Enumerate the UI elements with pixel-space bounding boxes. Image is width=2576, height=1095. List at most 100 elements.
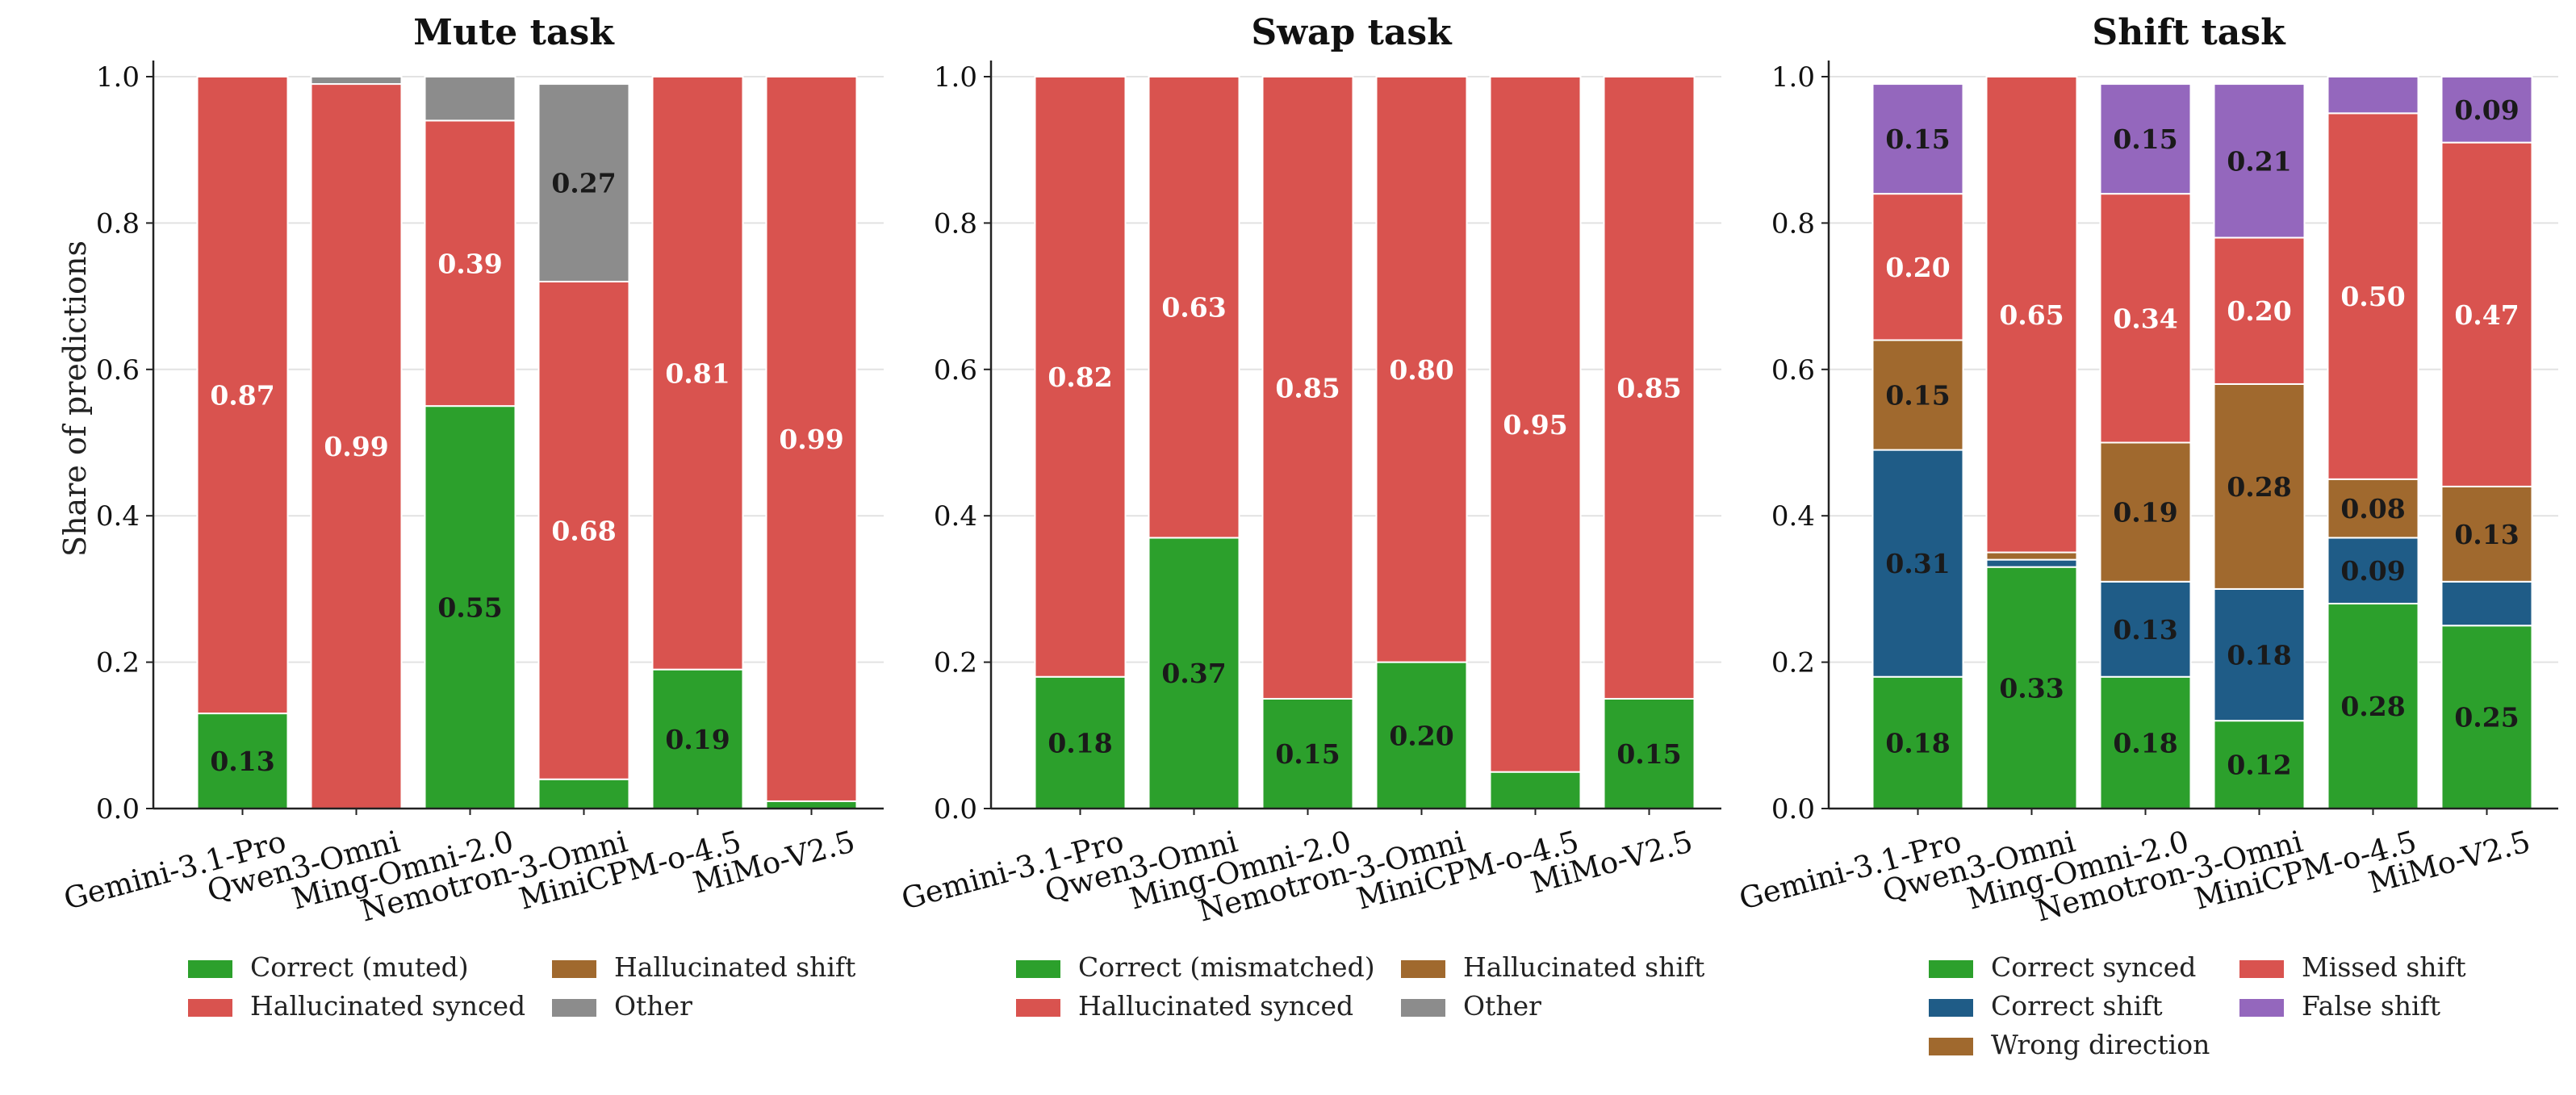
bar-segment (424, 405, 516, 809)
data-label: 0.15 (1275, 738, 1340, 770)
data-label: 0.18 (1885, 727, 1950, 759)
data-label: 0.99 (324, 431, 388, 462)
legend-swatch (1929, 960, 1973, 978)
data-label: 0.47 (2454, 299, 2519, 331)
bar-segment (2213, 720, 2306, 809)
data-label: 0.80 (1389, 354, 1453, 386)
bar-segment (2213, 382, 2306, 590)
data-label: 0.55 (437, 592, 502, 624)
bar-segment (765, 800, 858, 809)
y-tick-label: 1.0 (1771, 61, 1815, 94)
data-label: 0.20 (1885, 252, 1950, 283)
bar-segment (1489, 771, 1582, 810)
data-label: 0.15 (1616, 738, 1681, 770)
data-label: 0.81 (665, 357, 730, 389)
legend-label: Wrong direction (1991, 1029, 2210, 1060)
y-tick-label: 0.6 (1771, 354, 1815, 387)
data-label: 0.37 (1161, 658, 1226, 689)
data-label: 0.95 (1503, 409, 1567, 441)
bar-segment (651, 668, 744, 809)
legend-label: Correct shift (1991, 990, 2163, 1022)
data-label: 0.18 (1048, 727, 1112, 759)
data-label: 0.13 (2113, 614, 2177, 646)
bar-segment (1148, 537, 1240, 809)
data-label: 0.87 (210, 380, 274, 412)
data-label: 0.12 (2227, 750, 2291, 781)
legend-label: Correct (mismatched) (1078, 951, 1375, 983)
legend-swatch (1929, 1038, 1973, 1055)
data-label: 0.09 (2340, 555, 2405, 587)
y-axis-label: Share of predictions (57, 240, 93, 557)
bar-segment (2099, 441, 2192, 583)
bar-segment (537, 83, 630, 282)
y-tick-label: 0.2 (96, 647, 140, 679)
data-label: 0.99 (779, 424, 843, 455)
panel-title: Mute task (413, 12, 615, 53)
y-tick-label: 0.0 (934, 793, 977, 825)
data-label: 0.25 (2454, 702, 2519, 733)
data-label: 0.27 (551, 168, 616, 199)
legend-swatch (1929, 999, 1973, 1017)
data-label: 0.33 (1999, 672, 2064, 704)
data-label: 0.85 (1275, 372, 1340, 403)
bar-segment (2099, 580, 2192, 678)
bar-segment (651, 76, 744, 671)
bar-segment (2440, 580, 2533, 627)
bar-segment (2440, 625, 2533, 809)
data-label: 0.08 (2340, 493, 2405, 525)
bar-segment (537, 778, 630, 809)
bar-segment (1871, 675, 1964, 809)
data-label: 0.13 (210, 746, 274, 777)
bar-segment (2327, 603, 2419, 809)
bar-segment (2327, 478, 2419, 539)
bar-segment (1603, 76, 1696, 700)
bar-segment (765, 76, 858, 802)
data-label: 0.19 (665, 724, 730, 755)
bar-segment (2440, 485, 2533, 583)
legend-label: Correct (muted) (250, 951, 469, 983)
legend-swatch (188, 999, 232, 1017)
legend-label: False shift (2302, 990, 2440, 1022)
bar-segment (1985, 558, 2078, 568)
bar-segment (537, 280, 630, 780)
legend-label: Other (614, 990, 692, 1022)
y-tick-label: 0.4 (934, 500, 977, 533)
bar-segment (196, 713, 289, 810)
y-tick-label: 0.0 (1771, 793, 1815, 825)
data-label: 0.31 (1885, 548, 1950, 579)
data-label: 0.20 (2227, 295, 2291, 327)
bar-segment (196, 76, 289, 715)
data-label: 0.39 (437, 248, 502, 279)
y-tick-label: 1.0 (96, 61, 140, 94)
legend-label: Missed shift (2302, 951, 2466, 983)
data-label: 0.50 (2340, 281, 2405, 312)
bar-segment (1489, 76, 1582, 773)
y-tick-label: 0.6 (96, 354, 140, 387)
legend-label: Hallucinated shift (1463, 951, 1704, 983)
bar-segment (2099, 193, 2192, 444)
data-label: 0.15 (2113, 123, 2177, 155)
y-tick-label: 0.0 (96, 793, 140, 825)
y-tick-label: 0.6 (934, 354, 977, 387)
bar-segment (1034, 675, 1127, 809)
y-tick-label: 0.4 (1771, 500, 1815, 533)
data-label: 0.28 (2340, 691, 2405, 722)
bar-segment (1871, 449, 1964, 678)
legend-swatch (1016, 999, 1060, 1017)
bar-segment (1034, 76, 1127, 678)
bar-segment (2327, 112, 2419, 480)
panel-title: Swap task (1251, 12, 1453, 53)
data-label: 0.09 (2454, 94, 2519, 126)
bar-segment (2440, 76, 2533, 144)
data-label: 0.19 (2113, 497, 2177, 529)
data-label: 0.15 (1885, 123, 1950, 155)
data-label: 0.20 (1389, 720, 1453, 751)
bar-segment (1261, 76, 1354, 700)
legend-swatch (188, 960, 232, 978)
legend-label: Hallucinated synced (250, 990, 525, 1022)
legend-swatch (1401, 999, 1445, 1017)
legend-label: Correct synced (1991, 951, 2196, 983)
data-label: 0.13 (2454, 519, 2519, 550)
y-tick-label: 1.0 (934, 61, 977, 94)
